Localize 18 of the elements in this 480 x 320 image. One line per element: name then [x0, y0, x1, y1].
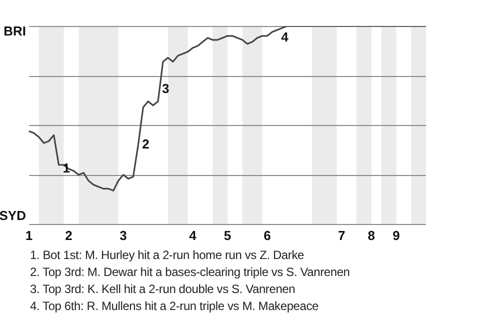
x-tick-label: 3	[120, 228, 127, 243]
annotation: 3	[162, 81, 170, 96]
x-tick-label: 7	[338, 228, 346, 243]
x-tick-label: 4	[189, 228, 198, 243]
annotation: 4	[281, 30, 290, 45]
text: 3. Top 3rd: K. Kell hit a 2-run double vs S. Vanrenen	[30, 281, 296, 298]
x-tick-label: 2	[65, 228, 72, 243]
x-tick-label: 6	[264, 228, 271, 243]
x-tick-label: 1	[25, 228, 33, 243]
text: BRI	[4, 24, 26, 39]
text: 1. Bot 1st: M. Hurley hit a 2-run home run vs Z. Darke	[30, 247, 305, 264]
text: SYD	[0, 208, 26, 223]
annotation: 2	[142, 136, 150, 152]
x-tick-label: 8	[368, 228, 376, 243]
x-tick-label: 5	[224, 228, 232, 243]
text: 2. Top 3rd: M. Dewar hit a bases-clearing triple vs S. Vanrenen	[30, 264, 350, 281]
text: 4. Top 6th: R. Mullens hit a 2-run triple vs M. Makepeace	[30, 298, 320, 315]
x-tick-label: 9	[392, 228, 400, 243]
